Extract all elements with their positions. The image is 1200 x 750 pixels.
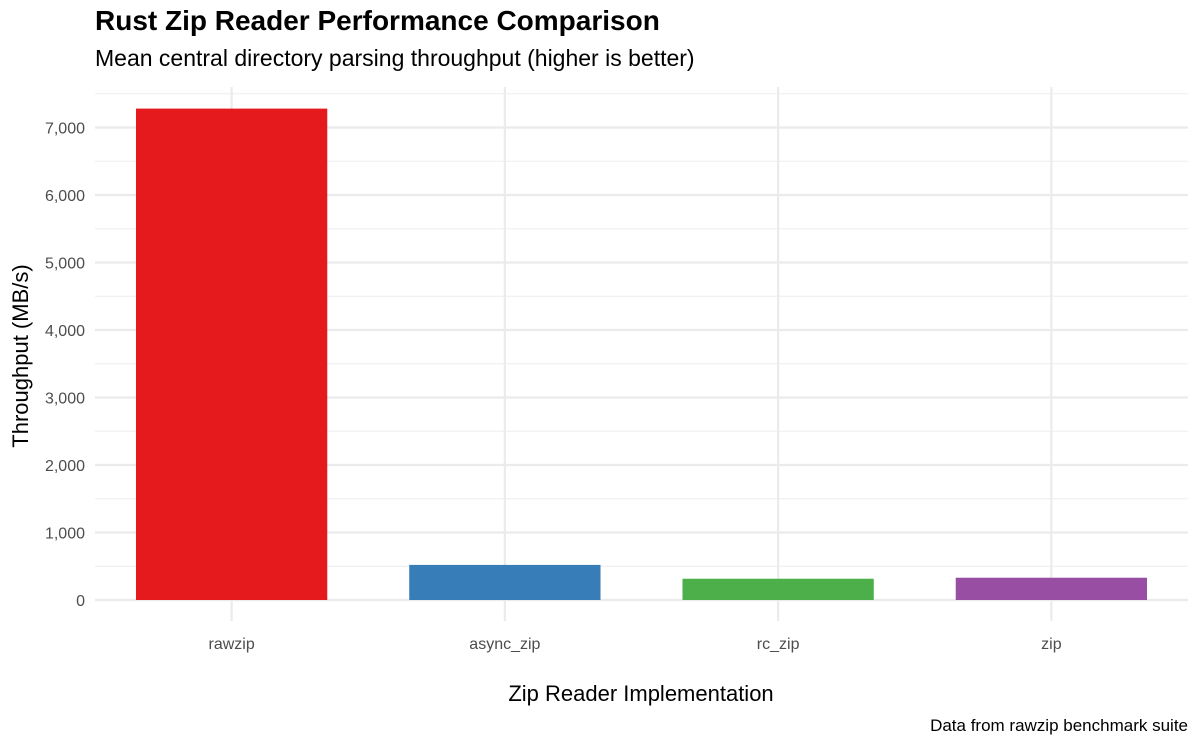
y-tick-label: 2,000 [45,458,85,475]
bar-rawzip [135,108,328,600]
bar-zip [955,577,1148,600]
y-tick-label: 3,000 [45,391,85,408]
y-tick-label: 0 [76,593,85,610]
y-tick-label: 1,000 [45,526,85,543]
x-axis-title: Zip Reader Implementation [508,681,773,706]
y-axis-title: Throughput (MB/s) [8,264,33,447]
x-tick-label: zip [1041,636,1062,653]
x-tick-label: async_zip [469,636,540,653]
chart-title: Rust Zip Reader Performance Comparison [95,5,660,36]
bars [135,108,1148,600]
y-tick-label: 5,000 [45,256,85,273]
y-tick-label: 4,000 [45,323,85,340]
y-tick-label: 6,000 [45,188,85,205]
y-axis-tick-labels: 0 1,000 2,000 3,000 4,000 5,000 6,000 7,000 [45,121,85,611]
x-tick-label: rc_zip [757,636,800,653]
bar-async_zip [409,564,601,600]
chart-subtitle: Mean central directory parsing throughpu… [95,45,695,71]
x-axis-tick-labels: rawzip async_zip rc_zip zip [209,636,1062,653]
y-tick-label: 7,000 [45,121,85,138]
chart-caption: Data from rawzip benchmark suite [930,716,1188,735]
x-tick-label: rawzip [209,636,255,653]
bar-rc_zip [682,578,874,600]
